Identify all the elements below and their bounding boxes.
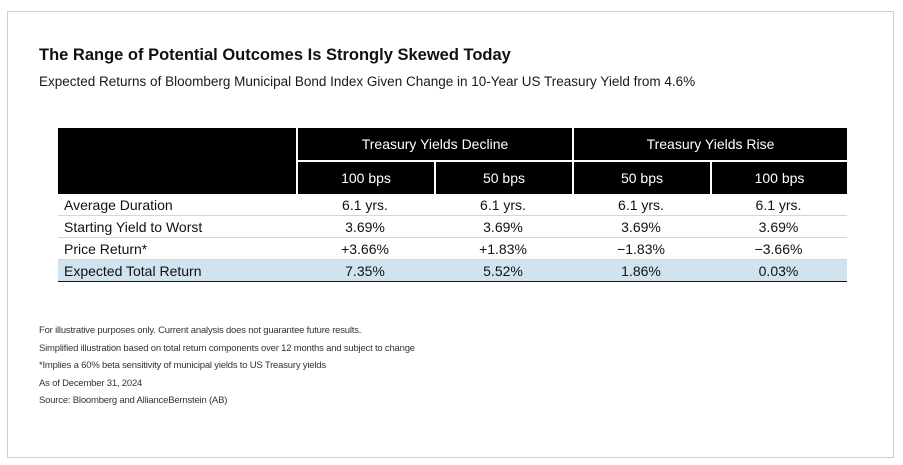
table-cell: 1.86% [621, 262, 661, 279]
row-label: Expected Total Return [64, 262, 202, 279]
table-cell: 0.03% [758, 262, 799, 279]
table-cell: −1.83% [617, 240, 665, 257]
table-header-blank [58, 160, 296, 194]
table-row-price-return: Price Return* +3.66% +1.83% −1.83% −3.66… [58, 238, 847, 260]
row-label: Starting Yield to Worst [64, 218, 203, 235]
table-group-header-row: Treasury Yields Decline Treasury Yields … [58, 128, 847, 160]
footnote-disclaimer: For illustrative purposes only. Current … [39, 325, 362, 336]
column-header-rise-100: 100 bps [710, 160, 847, 194]
column-header-rise-50: 50 bps [572, 160, 710, 194]
table-row-starting-yield: Starting Yield to Worst 3.69% 3.69% 3.69… [58, 216, 847, 238]
footnote-methodology: Simplified illustration based on total r… [39, 342, 415, 354]
returns-table: Treasury Yields Decline Treasury Yields … [58, 128, 847, 282]
footnote-source: Source: Bloomberg and AllianceBernstein … [39, 395, 228, 406]
table-column-header-row: 100 bps 50 bps 50 bps 100 bps [58, 160, 847, 194]
figure-frame [7, 11, 894, 458]
figure-title: The Range of Potential Outcomes Is Stron… [39, 46, 511, 64]
figure-subtitle: Expected Returns of Bloomberg Municipal … [39, 74, 696, 89]
group-header-decline: Treasury Yields Decline [296, 128, 572, 160]
table-cell: 6.1 yrs. [755, 196, 802, 213]
column-header-decline-100: 100 bps [296, 160, 434, 194]
footnote-date: As of December 31, 2024 [39, 377, 143, 389]
table-row-expected-total-return: Expected Total Return 7.35% 5.52% 1.86% … [58, 260, 847, 282]
table-cell: 3.69% [345, 218, 385, 235]
group-header-rise: Treasury Yields Rise [572, 128, 847, 160]
table-cell: 3.69% [758, 218, 799, 235]
table-header-blank [58, 128, 296, 160]
table-cell: 7.35% [345, 262, 385, 279]
table-cell: 6.1 yrs. [342, 196, 388, 213]
row-label: Average Duration [64, 196, 173, 213]
table-cell: 5.52% [483, 262, 523, 279]
table-cell: 3.69% [483, 218, 523, 235]
table-cell: 3.69% [621, 218, 661, 235]
footnotes: For illustrative purposes only. Current … [39, 322, 415, 410]
table-cell: −3.66% [754, 240, 803, 257]
table-cell: +1.83% [479, 240, 527, 257]
table-cell: +3.66% [341, 240, 389, 257]
table-cell: 6.1 yrs. [480, 196, 526, 213]
table-row-average-duration: Average Duration 6.1 yrs. 6.1 yrs. 6.1 y… [58, 194, 847, 216]
row-label: Price Return* [64, 240, 148, 257]
table-cell: 6.1 yrs. [618, 196, 664, 213]
column-header-decline-50: 50 bps [434, 160, 572, 194]
footnote-beta: *Implies a 60% beta sensitivity of munic… [39, 360, 326, 371]
